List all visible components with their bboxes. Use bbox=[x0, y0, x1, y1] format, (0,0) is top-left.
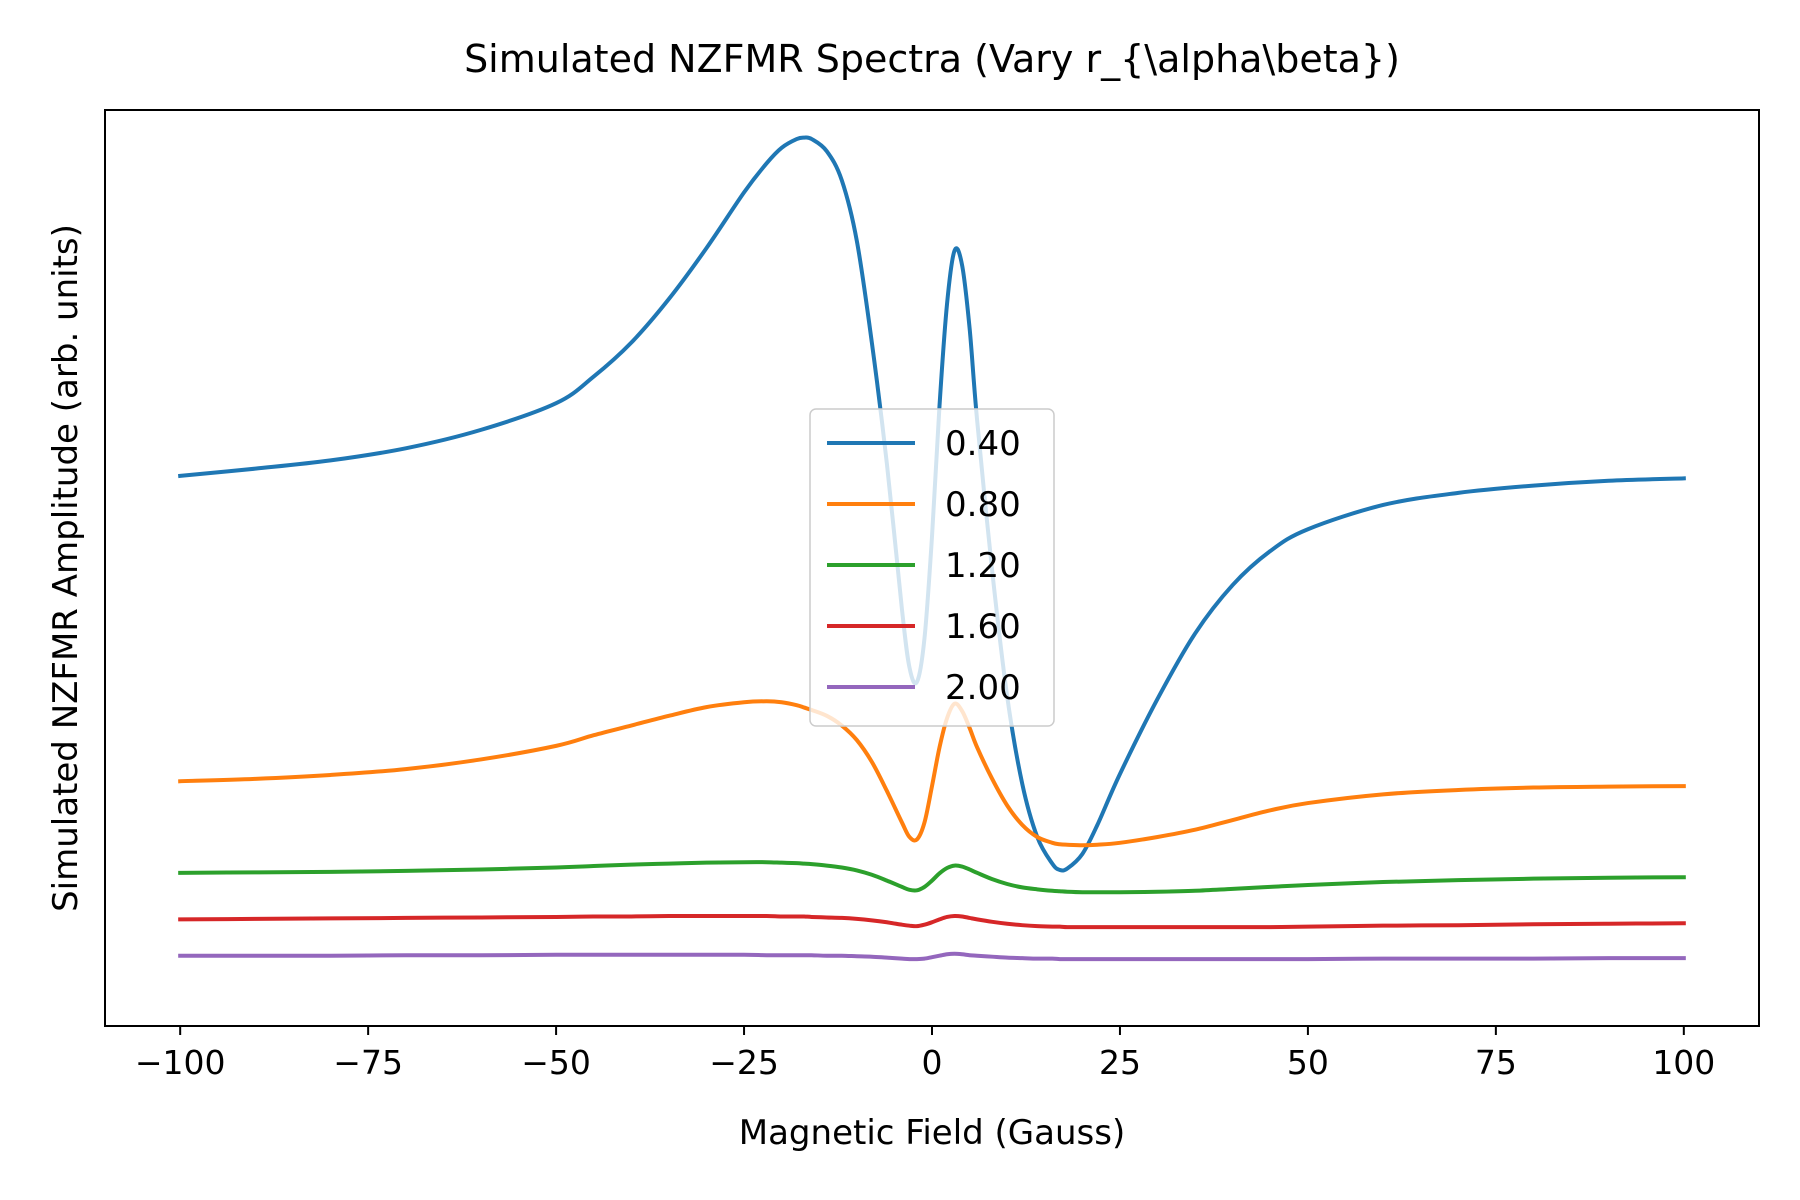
legend-label-1.60: 1.60 bbox=[945, 607, 1021, 647]
legend-label-2.00: 2.00 bbox=[945, 668, 1021, 708]
legend-box bbox=[809, 408, 1055, 727]
x-tick-label: −50 bbox=[521, 1043, 591, 1082]
x-tick-label: 0 bbox=[922, 1043, 943, 1082]
x-tick-label: −75 bbox=[333, 1043, 403, 1082]
x-tick-label: −100 bbox=[135, 1043, 226, 1082]
plot-area bbox=[104, 109, 1760, 1027]
legend-label-0.80: 0.80 bbox=[945, 485, 1021, 525]
y-axis-label: Simulated NZFMR Amplitude (arb. units) bbox=[46, 224, 86, 912]
x-tick-label: 25 bbox=[1099, 1043, 1141, 1082]
series-line-0.80 bbox=[178, 699, 1686, 848]
x-tick-label: −25 bbox=[709, 1043, 779, 1082]
x-tick-label: 75 bbox=[1475, 1043, 1517, 1082]
series-line-1.20 bbox=[178, 860, 1686, 895]
x-tick-label: 100 bbox=[1652, 1043, 1715, 1082]
legend-label-1.20: 1.20 bbox=[945, 546, 1021, 586]
x-tick-label: 50 bbox=[1287, 1043, 1329, 1082]
series-line-2.00 bbox=[178, 951, 1686, 962]
x-axis-ticks: −100 −75 −50 −25 0 25 50 75 100 bbox=[135, 1026, 1715, 1082]
legend: 0.40 0.80 1.20 1.60 2.00 bbox=[809, 408, 1055, 727]
x-axis-label: Magnetic Field (Gauss) bbox=[739, 1113, 1125, 1153]
series-line-1.60 bbox=[178, 913, 1686, 930]
chart-title: Simulated NZFMR Spectra (Vary r_{\alpha\… bbox=[464, 37, 1400, 81]
legend-label-0.40: 0.40 bbox=[945, 424, 1021, 464]
